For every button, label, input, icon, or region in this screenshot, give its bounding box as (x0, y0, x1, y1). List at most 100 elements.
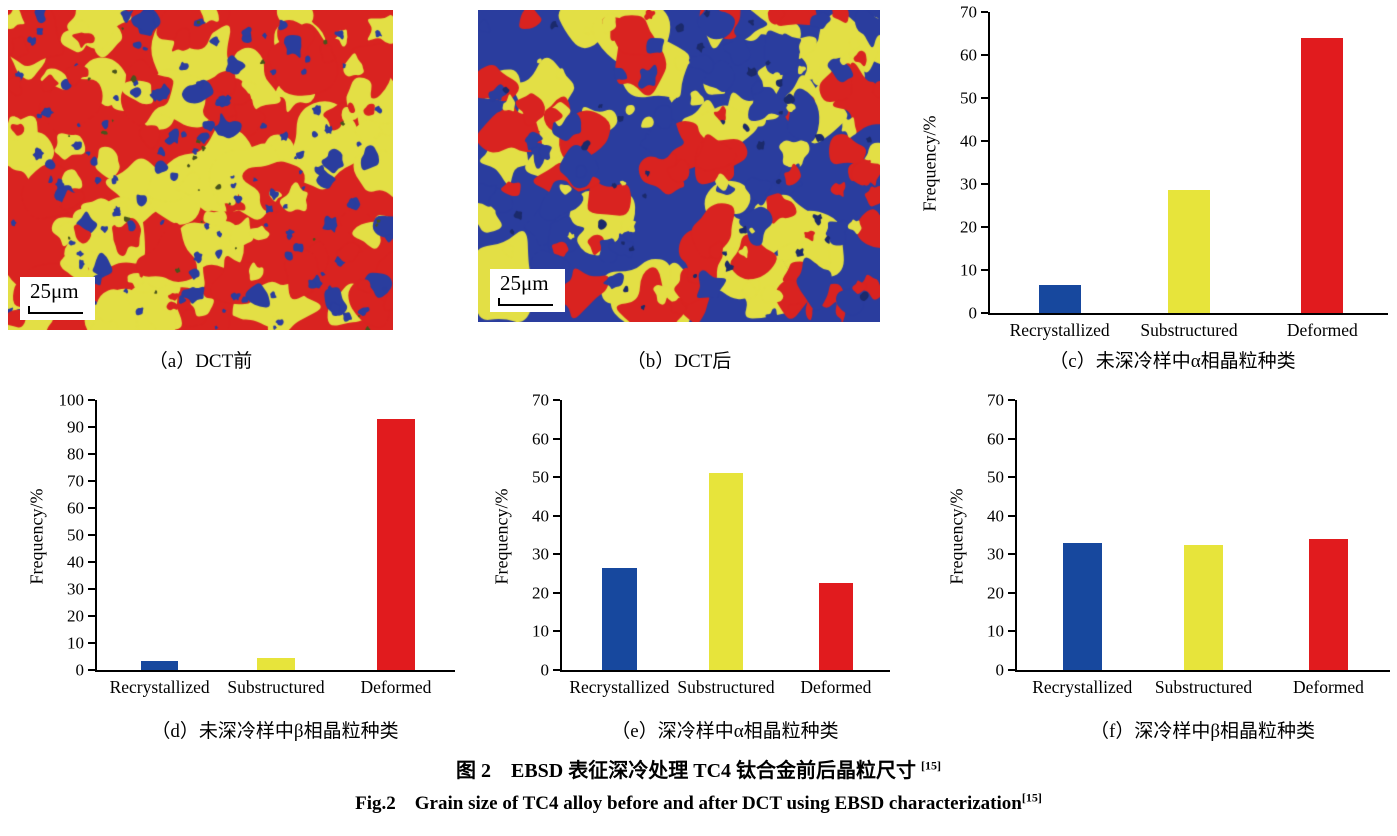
scale-bar-label: 25μm (500, 271, 549, 295)
y-axis-label: Frequency/% (491, 488, 512, 584)
y-tick-mark (553, 630, 560, 633)
y-tick-mark (1008, 591, 1015, 594)
bar-substructured (1183, 544, 1224, 670)
y-tick-label: 30 (960, 174, 977, 194)
x-category-label: Recrystallized (1009, 320, 1110, 340)
y-tick-mark (88, 453, 95, 455)
panel-caption-e: （e）深冷样中α相晶粒种类 (611, 721, 839, 742)
x-category-label: Deformed (1292, 677, 1364, 697)
y-tick-mark (553, 591, 560, 594)
x-category-label: Substructured (227, 677, 325, 697)
y-tick-label: 20 (960, 217, 977, 237)
y-tick-label: 30 (987, 544, 1004, 564)
y-tick-mark (1008, 669, 1015, 671)
y-tick-label: 60 (987, 429, 1004, 449)
bar-chart-f-beta-dct: Frequency/% 0 10 20 30 40 50 60 70 Recrystallize… (947, 392, 1390, 697)
y-tick-label: 60 (67, 498, 84, 518)
scale-bar-a: 25μm (20, 277, 95, 320)
scale-bar-b: 25μm (490, 269, 565, 312)
y-tick-label: 20 (67, 606, 84, 626)
y-tick-mark (1008, 437, 1015, 440)
bar-deformed (1308, 538, 1349, 670)
bar-deformed (377, 418, 415, 670)
y-tick-label: 20 (532, 583, 549, 603)
y-tick-mark (553, 437, 560, 440)
x-category-label: Recrystallized (109, 677, 210, 697)
figure-caption-en-reference: [15] (1021, 790, 1042, 805)
scale-bar-line (498, 298, 553, 306)
scale-bar-label: 25μm (30, 279, 79, 303)
figure-caption-cn: 图 2 EBSD 表征深冷处理 TC4 钛合金前后晶粒尺寸 [15] (0, 754, 1397, 783)
y-tick-mark (553, 514, 560, 517)
x-category-label: Deformed (360, 677, 432, 697)
y-tick-mark (88, 669, 95, 671)
y-tick-label: 20 (987, 583, 1004, 603)
plot-area-c: 0 10 20 30 40 50 60 70 Recrystallized Substructur… (960, 4, 1388, 340)
bar-recrystallized (140, 660, 179, 670)
x-category-label: Deformed (1286, 320, 1358, 340)
x-category-label: Recrystallized (569, 677, 670, 697)
plot-area-e: 0 10 20 30 40 50 60 70 Recrystallized Substructur… (532, 392, 890, 697)
y-tick-label: 70 (987, 390, 1004, 410)
bar-substructured (257, 657, 295, 670)
y-axis-label: Frequency/% (919, 115, 940, 212)
y-tick-mark (88, 642, 95, 644)
y-tick-label: 0 (995, 660, 1005, 680)
y-tick-label: 40 (987, 506, 1004, 526)
bar-deformed (818, 583, 854, 670)
y-tick-label: 30 (67, 579, 84, 599)
y-tick-label: 80 (67, 444, 84, 464)
y-tick-mark (981, 97, 988, 99)
panel-caption-b: （b）DCT后 (626, 351, 732, 372)
y-axis-label: Frequency/% (26, 488, 47, 584)
panel-caption-d: （d）未深冷样中β相晶粒种类 (151, 721, 399, 742)
y-tick-label: 70 (532, 390, 549, 410)
panel-caption-a: （a）DCT前 (148, 351, 253, 372)
y-tick-label: 40 (960, 131, 977, 151)
x-category-label: Substructured (1140, 320, 1238, 340)
bar-substructured (1168, 190, 1210, 313)
y-tick-label: 60 (532, 429, 549, 449)
bar-chart-e-alpha-dct: Frequency/% 0 10 20 30 40 50 60 70 Recrystallize… (492, 392, 890, 697)
y-tick-label: 40 (532, 506, 549, 526)
y-tick-mark (981, 226, 988, 228)
y-tick-mark (1008, 476, 1015, 479)
y-axis-label: Frequency/% (946, 488, 967, 584)
y-tick-mark (88, 399, 95, 401)
figure-caption-en-text: Fig.2 Grain size of TC4 alloy before and… (355, 793, 1022, 814)
y-tick-mark (88, 534, 95, 536)
bar-chart-c-alpha-nodct: Frequency/% 0 10 20 30 40 50 60 70 Recrystallize… (920, 4, 1388, 340)
y-tick-mark (553, 669, 560, 671)
bar-recrystallized (602, 567, 637, 670)
x-category-label: Substructured (1154, 677, 1253, 697)
y-tick-mark (88, 588, 95, 590)
bar-chart-d-beta-nodct: Frequency/% 0 10 20 30 40 50 60 70 80 90 100 Recrys… (27, 392, 455, 697)
y-tick-mark (1008, 399, 1015, 401)
bar-recrystallized (1038, 285, 1081, 313)
y-tick-mark (88, 561, 95, 563)
panel-caption-f: （f）深冷样中β相晶粒种类 (1090, 721, 1315, 742)
x-category-label: Substructured (677, 677, 775, 697)
bar-deformed (1301, 37, 1344, 313)
y-tick-mark (553, 476, 560, 479)
y-tick-label: 90 (67, 417, 84, 437)
y-tick-label: 10 (532, 621, 549, 641)
y-tick-label: 0 (968, 303, 978, 323)
bar-recrystallized (1062, 542, 1102, 670)
y-tick-mark (981, 312, 988, 314)
y-tick-mark (1008, 514, 1015, 517)
figure-caption-cn-text: 图 2 EBSD 表征深冷处理 TC4 钛合金前后晶粒尺寸 (455, 760, 922, 782)
x-category-label: Deformed (800, 677, 872, 697)
y-tick-label: 0 (540, 660, 550, 680)
y-tick-mark (553, 553, 560, 556)
y-tick-label: 40 (67, 552, 84, 572)
y-tick-label: 50 (960, 88, 977, 108)
bar-substructured (708, 473, 744, 670)
ebsd-micrograph-dct-after: 25μm (478, 10, 880, 322)
y-tick-label: 10 (987, 621, 1004, 641)
y-tick-label: 10 (67, 633, 84, 653)
y-tick-label: 50 (987, 467, 1004, 487)
y-tick-label: 70 (67, 471, 84, 491)
ebsd-map-image-a (8, 10, 393, 330)
